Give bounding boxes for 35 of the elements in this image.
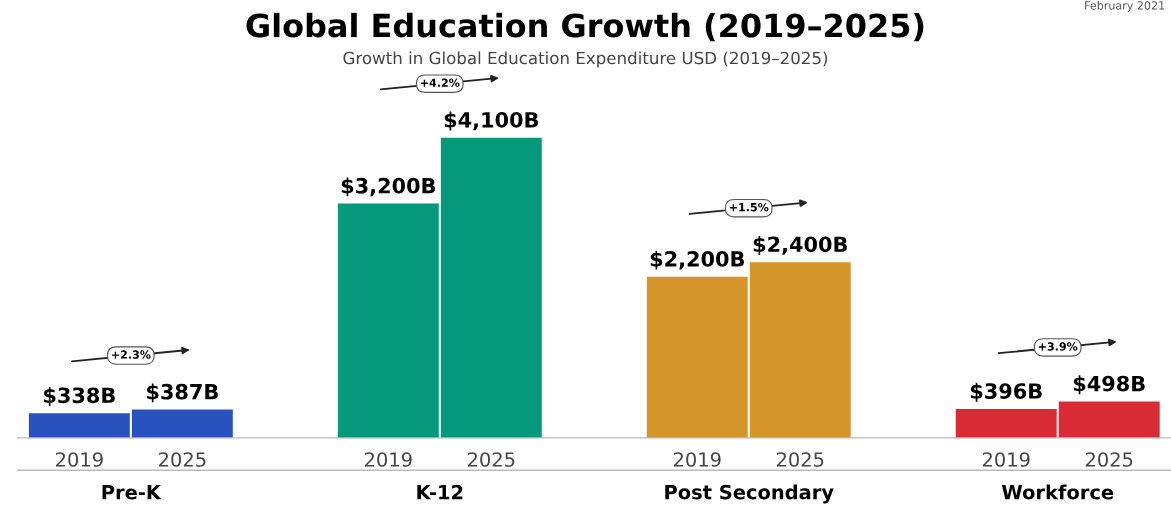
text: +4.2% — [420, 78, 460, 87]
data-label: $498B — [1073, 375, 1145, 395]
data-label: $387B — [147, 383, 218, 403]
x-tick-label: 2019 — [364, 452, 412, 467]
chart-title: Global Education Growth (2019–2025) — [246, 12, 924, 42]
bar — [749, 262, 851, 438]
data-label: $2,200B — [650, 250, 744, 270]
bar — [646, 276, 748, 438]
data-label: $396B — [970, 382, 1042, 402]
bar — [1058, 401, 1160, 438]
chart-subtitle: Growth in Global Education Expenditure USD (2019–2025) — [343, 51, 828, 68]
x-tick-label: 2019 — [56, 452, 103, 467]
text: Post Secondary — [665, 484, 834, 504]
bar — [440, 137, 542, 438]
annotation: +3.9% — [1038, 342, 1078, 351]
data-label: $4,100B — [444, 111, 538, 131]
data-label: $338B — [44, 387, 115, 406]
x-tick-label: 2025 — [159, 452, 206, 467]
annotation: +2.3% — [111, 350, 151, 359]
bar — [337, 203, 439, 438]
x-tick-label: 2025 — [776, 452, 824, 467]
text: February 2021 — [1085, 1, 1165, 12]
text: Workforce — [1001, 484, 1114, 500]
x-tick-label: 2025 — [467, 452, 515, 467]
bar — [955, 408, 1057, 438]
bar — [28, 413, 130, 438]
text: K-12 — [417, 484, 463, 500]
data-label: $2,400B — [753, 236, 847, 255]
text: Pre-K — [102, 485, 162, 500]
x-tick-label: 2025 — [1085, 452, 1133, 467]
bar — [131, 409, 233, 438]
annotation: +1.5% — [729, 202, 769, 212]
data-label: $3,200B — [341, 177, 435, 197]
x-tick-label: 2019 — [982, 452, 1030, 467]
x-tick-label: 2019 — [673, 452, 721, 467]
